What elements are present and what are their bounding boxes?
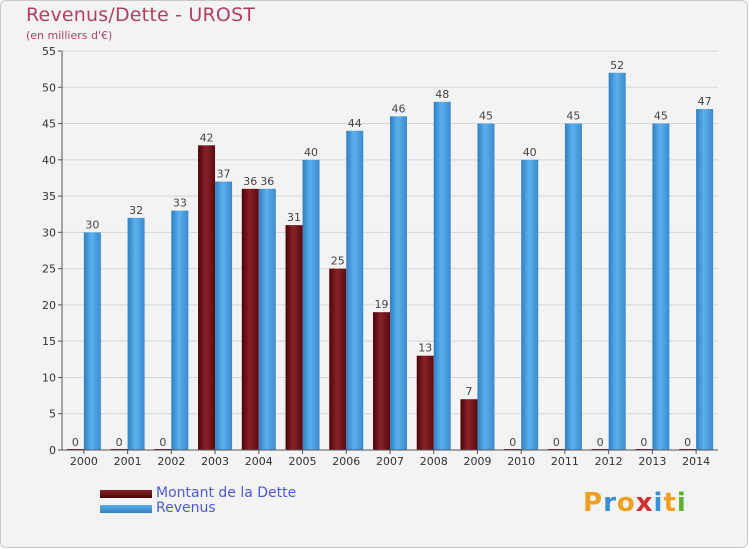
bar-revenus [215, 181, 233, 450]
x-tick-label: 2011 [551, 455, 579, 468]
bar-revenus [652, 123, 670, 450]
data-label-revenus: 33 [173, 197, 187, 210]
y-tick-label: 55 [42, 45, 56, 58]
legend-swatch-revenus [100, 505, 152, 513]
bar-dette [373, 312, 390, 450]
proxiti-logo: Proxiti [583, 488, 687, 518]
bar-revenus [696, 109, 714, 450]
data-label-revenus: 36 [260, 175, 274, 188]
data-label-revenus: 37 [217, 168, 231, 181]
bar-revenus [127, 217, 145, 450]
bar-revenus [564, 123, 582, 450]
logo-letter: P [583, 488, 604, 518]
y-tick-label: 45 [42, 118, 56, 131]
x-tick-label: 2006 [332, 455, 360, 468]
y-tick-label: 15 [42, 335, 56, 348]
bar-revenus [390, 116, 407, 451]
bar-revenus [171, 210, 189, 450]
x-tick-label: 2014 [682, 455, 710, 468]
bar-revenus [608, 72, 626, 450]
x-tick-label: 2007 [376, 455, 404, 468]
y-tick-label: 10 [42, 371, 56, 384]
chart-subtitle: (en milliers d'€) [26, 29, 113, 42]
y-tick-label: 30 [42, 226, 56, 239]
y-tick-label: 0 [49, 444, 56, 457]
data-label-revenus: 40 [304, 146, 318, 159]
bar-dette [416, 355, 434, 450]
legend-label-revenus: Revenus [156, 500, 216, 516]
bar-revenus [521, 159, 539, 450]
data-label-dette: 0 [684, 436, 691, 449]
bar-dette [285, 225, 303, 450]
bar-dette [460, 399, 478, 450]
logo-letter: t [663, 488, 677, 518]
y-tick-label: 5 [49, 408, 56, 421]
data-label-revenus: 32 [129, 204, 143, 217]
data-label-dette: 0 [640, 436, 647, 449]
bar-revenus [302, 159, 320, 450]
logo-letter: o [616, 488, 636, 518]
data-label-revenus: 46 [392, 102, 406, 115]
data-label-dette: 0 [597, 436, 604, 449]
y-tick-label: 50 [42, 81, 56, 94]
data-label-dette: 42 [200, 131, 214, 144]
data-label-revenus: 52 [610, 59, 624, 72]
data-label-dette: 25 [331, 255, 345, 268]
data-label-revenus: 40 [523, 146, 537, 159]
logo-letter: x [635, 488, 654, 518]
y-tick-label: 20 [42, 299, 56, 312]
bar-dette [329, 268, 347, 450]
y-tick-label: 40 [42, 154, 56, 167]
bar-dette [198, 145, 216, 451]
bar-revenus [346, 130, 364, 451]
data-label-dette: 0 [72, 436, 79, 449]
data-label-revenus: 48 [435, 88, 449, 101]
data-label-revenus: 45 [479, 110, 493, 123]
x-tick-label: 2012 [595, 455, 623, 468]
x-tick-label: 2010 [507, 455, 535, 468]
data-label-dette: 31 [287, 211, 301, 224]
legend-swatch-dette [100, 490, 152, 498]
x-tick-label: 2009 [463, 455, 491, 468]
logo-letter: r [603, 488, 617, 518]
x-tick-label: 2008 [420, 455, 448, 468]
y-tick-label: 35 [42, 190, 56, 203]
logo-letter: i [676, 488, 687, 518]
data-label-dette: 7 [465, 385, 472, 398]
x-tick-label: 2001 [114, 455, 142, 468]
bar-dette [241, 188, 259, 450]
data-label-revenus: 45 [654, 110, 668, 123]
data-label-revenus: 47 [698, 95, 712, 108]
bar-revenus [83, 232, 101, 450]
data-label-revenus: 30 [85, 218, 99, 231]
axes: 0 5 10 15 20 25 30 35 40 45 50 55 2000 2001 2002 2003 20… [42, 45, 718, 468]
legend-label-dette: Montant de la Dette [156, 485, 297, 501]
data-label-dette: 36 [243, 175, 257, 188]
bars [66, 72, 714, 451]
x-tick-label: 2000 [70, 455, 98, 468]
data-label-revenus: 45 [566, 110, 580, 123]
bar-revenus [477, 123, 495, 450]
y-tick-label: 25 [42, 263, 56, 276]
data-label-revenus: 44 [348, 117, 362, 130]
bar-revenus [433, 101, 451, 451]
data-labels: 0 30 0 32 0 33 42 37 36 36 31 40 25 44 19 46 13 48 7 45 0 40 0… [72, 59, 712, 449]
logo-letter: i [653, 488, 664, 518]
bar-revenus [258, 188, 276, 450]
chart-title: Revenus/Dette - UROST [26, 4, 256, 26]
x-tick-label: 2002 [157, 455, 185, 468]
data-label-dette: 0 [553, 436, 560, 449]
data-label-dette: 0 [159, 436, 166, 449]
data-label-dette: 0 [509, 436, 516, 449]
data-label-dette: 0 [116, 436, 123, 449]
x-tick-label: 2005 [289, 455, 317, 468]
x-tick-label: 2003 [201, 455, 229, 468]
data-label-dette: 19 [375, 298, 389, 311]
x-tick-label: 2004 [245, 455, 273, 468]
data-label-dette: 13 [418, 342, 432, 355]
x-tick-label: 2013 [638, 455, 666, 468]
